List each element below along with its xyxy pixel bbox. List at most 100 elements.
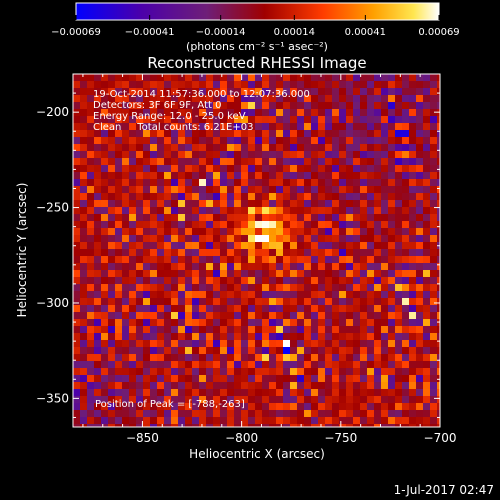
heatmap-cell [213,88,220,95]
heatmap-cell [234,81,241,88]
heatmap-cell [423,81,430,88]
heatmap-cell [129,389,136,396]
heatmap-cell [241,214,248,221]
heatmap-cell [311,326,318,333]
heatmap-cell [87,298,94,305]
heatmap-cell [325,116,332,123]
heatmap-cell [269,172,276,179]
heatmap-cell [234,179,241,186]
heatmap-cell [423,382,430,389]
heatmap-cell [164,207,171,214]
heatmap-cell [395,95,402,102]
heatmap-cell [220,270,227,277]
heatmap-cell [290,410,297,417]
heatmap-cell [374,249,381,256]
heatmap-cell [164,403,171,410]
heatmap-cell [73,417,80,424]
heatmap-cell [255,74,262,81]
heatmap-cell [199,340,206,347]
heatmap-cell [199,333,206,340]
heatmap-cell [122,123,129,130]
heatmap-cell [87,200,94,207]
heatmap-cell [290,326,297,333]
heatmap-cell [430,116,437,123]
heatmap-cell [262,305,269,312]
heatmap-cell [332,74,339,81]
heatmap-cell [374,116,381,123]
heatmap-cell [80,242,87,249]
heatmap-cell [311,172,318,179]
heatmap-cell [297,235,304,242]
heatmap-cell [220,116,227,123]
heatmap-cell [150,102,157,109]
heatmap-cell [192,207,199,214]
heatmap-cell [311,186,318,193]
heatmap-cell [381,312,388,319]
heatmap-cell [437,312,440,319]
heatmap-cell [192,179,199,186]
heatmap-cell [262,137,269,144]
heatmap-cell [87,207,94,214]
heatmap-cell [241,403,248,410]
heatmap-cell [290,305,297,312]
heatmap-cell [185,186,192,193]
heatmap-cell [248,221,255,228]
heatmap-cell [101,179,108,186]
heatmap-cell [437,249,440,256]
heatmap-cell [290,354,297,361]
annotation-detectors: Detectors: 3F 6F 9F, Att 0 [93,100,221,111]
heatmap-cell [304,361,311,368]
heatmap-cell [171,424,178,427]
heatmap-cell [87,137,94,144]
heatmap-cell [178,403,185,410]
heatmap-cell [80,382,87,389]
heatmap-cell [402,270,409,277]
heatmap-cell [325,193,332,200]
heatmap-cell [213,256,220,263]
heatmap-cell [311,179,318,186]
heatmap-cell [150,396,157,403]
heatmap-cell [199,228,206,235]
heatmap-cell [353,235,360,242]
heatmap-cell [87,256,94,263]
heatmap-cell [423,312,430,319]
heatmap-cell [262,270,269,277]
heatmap-cell [234,235,241,242]
heatmap-cell [136,270,143,277]
heatmap-cell [304,179,311,186]
heatmap-cell [150,207,157,214]
heatmap-cell [353,193,360,200]
heatmap-cell [297,81,304,88]
heatmap-cell [262,389,269,396]
heatmap-cell [437,214,440,221]
heatmap-cell [437,361,440,368]
heatmap-cell [318,102,325,109]
heatmap-cell [437,221,440,228]
heatmap-cell [325,305,332,312]
heatmap-cell [255,368,262,375]
heatmap-cell [192,242,199,249]
heatmap-cell [164,284,171,291]
heatmap-cell [367,312,374,319]
heatmap-cell [178,228,185,235]
heatmap-cell [283,347,290,354]
heatmap-cell [248,319,255,326]
heatmap-cell [115,193,122,200]
heatmap-cell [367,396,374,403]
heatmap-cell [283,305,290,312]
heatmap-cell [220,137,227,144]
heatmap-cell [206,333,213,340]
heatmap-cell [269,312,276,319]
heatmap-cell [395,144,402,151]
heatmap-cell [402,235,409,242]
heatmap-cell [108,298,115,305]
heatmap-cell [73,375,80,382]
heatmap-cell [430,130,437,137]
heatmap-cell [283,417,290,424]
heatmap-cell [94,361,101,368]
heatmap-cell [311,403,318,410]
heatmap-cell [297,263,304,270]
heatmap-cell [171,256,178,263]
heatmap-cell [143,298,150,305]
heatmap-cell [227,354,234,361]
